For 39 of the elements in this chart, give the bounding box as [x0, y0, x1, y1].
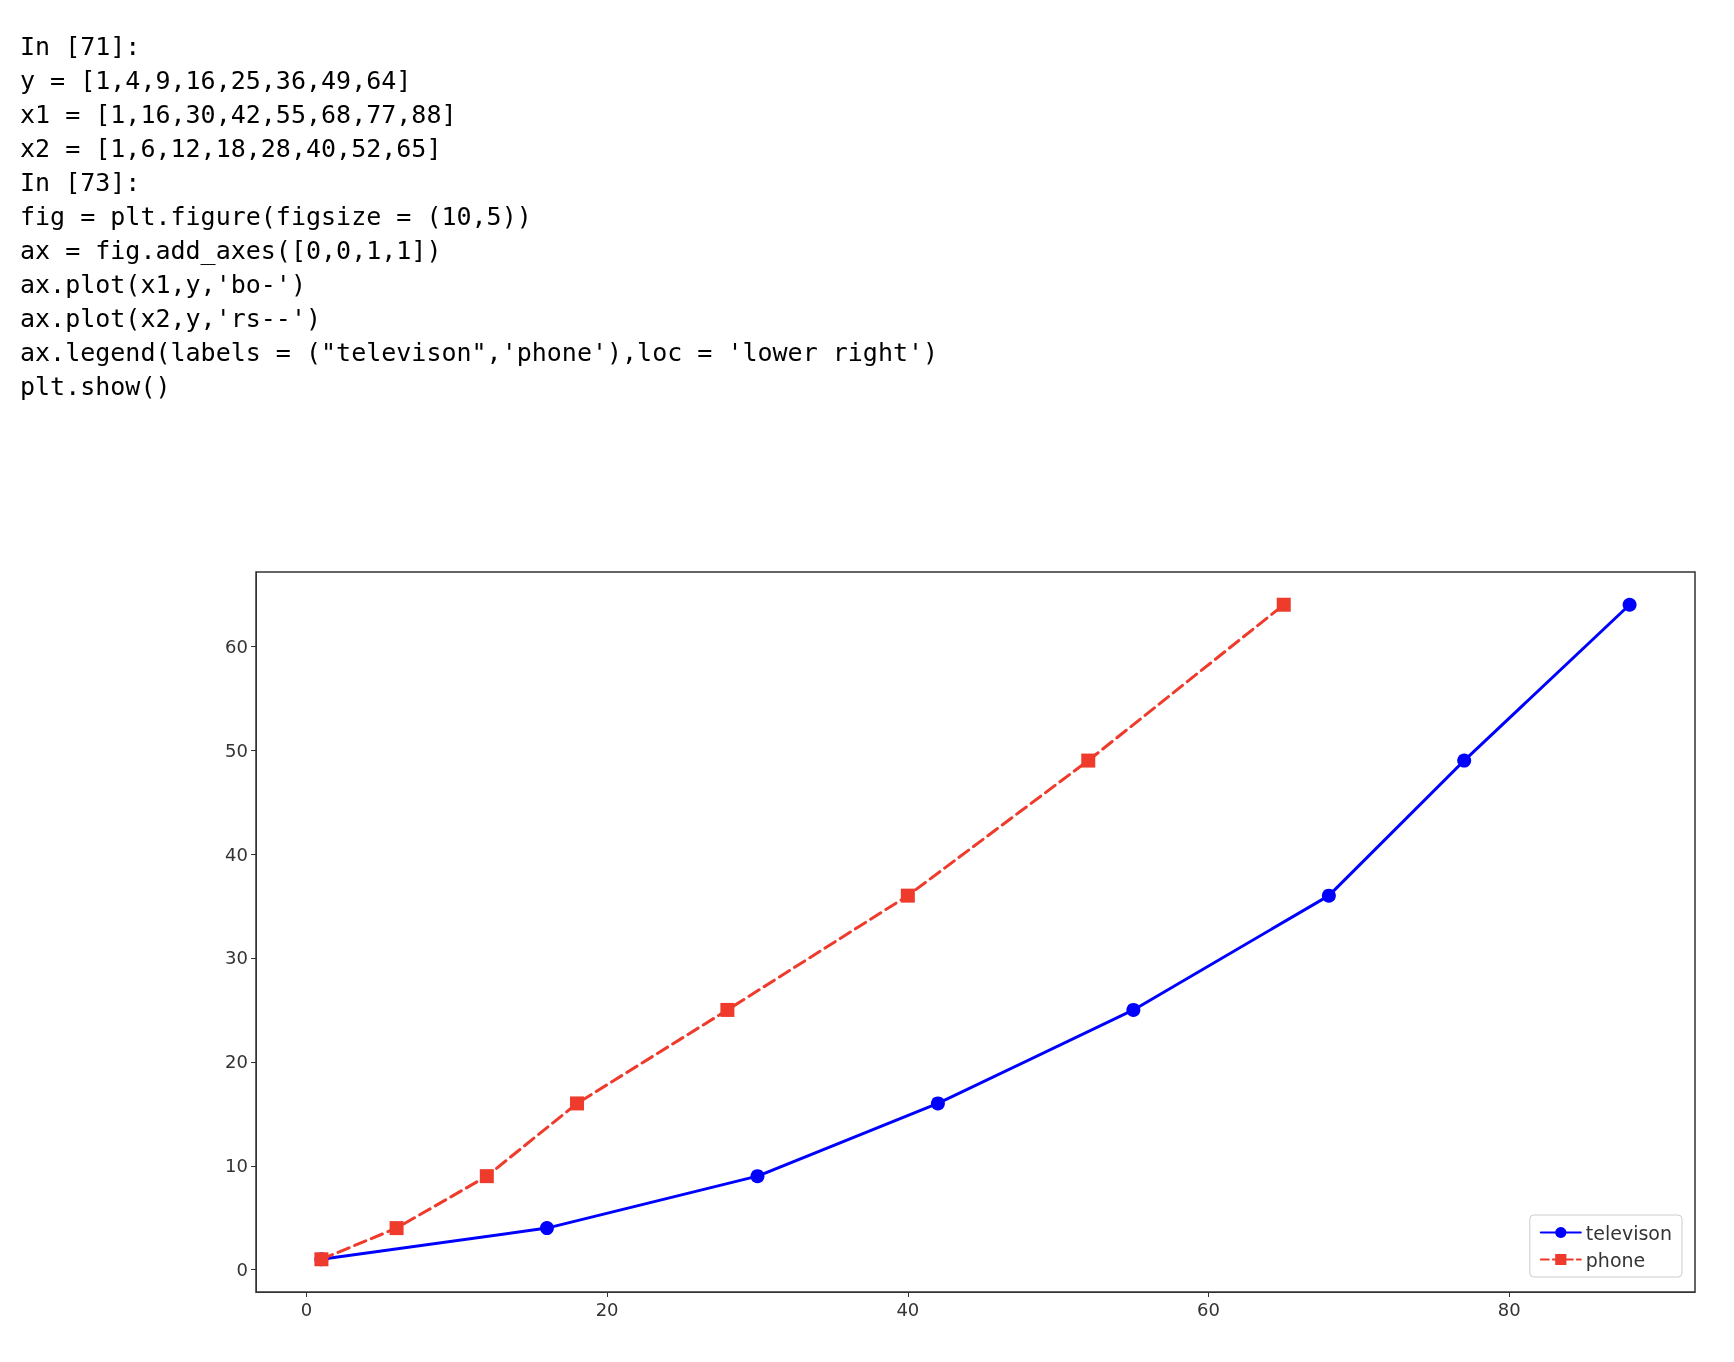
- point: [389, 1221, 404, 1236]
- y-tick-label: 50: [225, 739, 248, 761]
- y-tick-label: 30: [225, 947, 248, 969]
- point: [1126, 1002, 1141, 1017]
- point: [900, 888, 915, 903]
- y-tick-label: 40: [225, 843, 248, 865]
- text: ax.legend(labels = ("televison",'phone'),loc = 'lower right'): [20, 337, 940, 369]
- point: [1457, 753, 1472, 768]
- y-tick-label: 20: [225, 1051, 248, 1073]
- text: ax.plot(x1,y,'bo-'): [20, 269, 307, 301]
- x-tick-label: 20: [595, 1298, 619, 1320]
- text: In [71]:: [20, 31, 142, 63]
- point: [930, 1096, 945, 1111]
- text: fig = plt.figure(figsize = (10,5)): [20, 201, 533, 233]
- legend-label: phone: [1585, 1248, 1646, 1271]
- legend-label: televison: [1585, 1221, 1673, 1244]
- x-tick-label: 80: [1497, 1298, 1521, 1320]
- point: [750, 1169, 765, 1184]
- text: x2 = [1,6,12,18,28,40,52,65]: [20, 133, 443, 165]
- text: In [73]:: [20, 167, 142, 199]
- text: ax = fig.add_axes([0,0,1,1]): [20, 235, 443, 267]
- text: plt.show(): [20, 371, 172, 403]
- y-tick-label: 0: [236, 1259, 248, 1281]
- point: [720, 1002, 735, 1017]
- point: [539, 1221, 554, 1236]
- text: y = [1,4,9,16,25,36,49,64]: [20, 65, 413, 97]
- x-tick-label: 60: [1197, 1298, 1221, 1320]
- text: x1 = [1,16,30,42,55,68,77,88]: [20, 99, 458, 131]
- point: [570, 1096, 585, 1111]
- y-tick-label: 60: [225, 635, 248, 657]
- point: [1081, 753, 1096, 768]
- x-tick-label: 0: [300, 1298, 313, 1320]
- y-tick-label: 10: [225, 1155, 248, 1177]
- point: [1321, 888, 1336, 903]
- point: [1276, 597, 1291, 612]
- x-tick-label: 40: [896, 1298, 920, 1320]
- point: [1622, 597, 1637, 612]
- text: ax.plot(x2,y,'rs--'): [20, 303, 323, 335]
- point: [479, 1169, 494, 1184]
